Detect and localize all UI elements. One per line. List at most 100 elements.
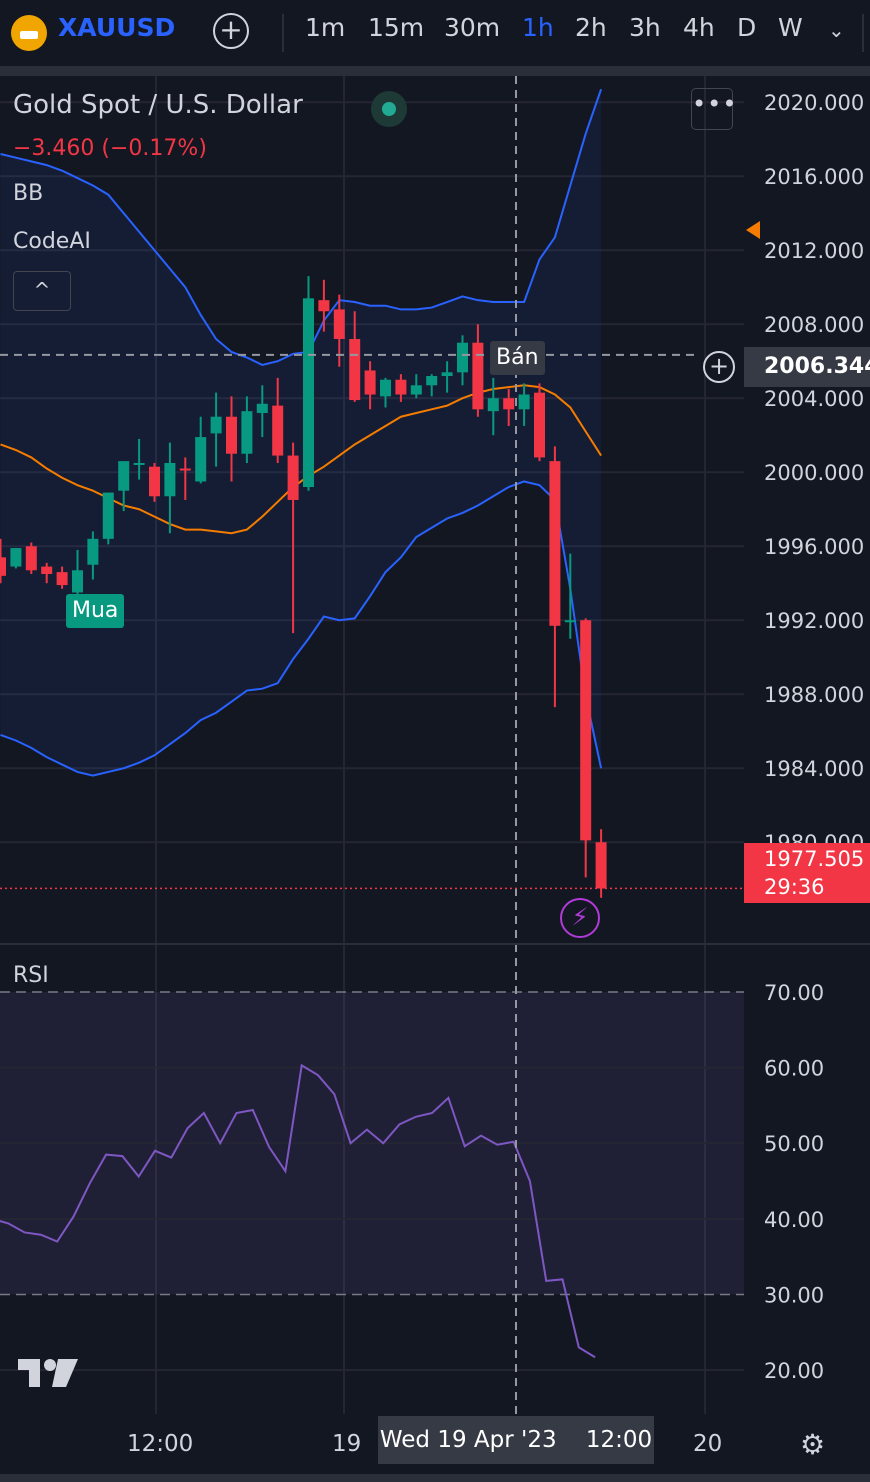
settings-gear-icon[interactable]: ⚙: [800, 1428, 826, 1461]
timeframe-d[interactable]: D: [737, 13, 757, 42]
last-price-value: 1977.505: [764, 847, 865, 871]
chevron-down-icon[interactable]: ⌄: [828, 18, 845, 42]
alert-marker-icon[interactable]: [746, 221, 760, 239]
gold-coin-icon[interactable]: [11, 15, 47, 51]
candle-body: [380, 379, 391, 397]
candle-body: [272, 405, 284, 456]
candle-body: [195, 437, 207, 482]
candle-body: [241, 411, 253, 454]
candle-body: [503, 398, 515, 410]
candle-body: [179, 468, 191, 471]
time-tick-1200: 12:00: [127, 1431, 194, 1457]
candle-body: [472, 342, 484, 410]
candle-body: [10, 548, 22, 567]
rsi-tick-label: 20.00: [764, 1359, 824, 1383]
market-status-icon[interactable]: [371, 91, 407, 127]
add-symbol-button[interactable]: +: [213, 13, 249, 49]
bollinger-bands: [0, 88, 603, 777]
timeframe-1m[interactable]: 1m: [305, 13, 346, 42]
candle-body: [149, 466, 160, 497]
candle-body: [441, 372, 453, 377]
candle-body: [164, 462, 176, 497]
tradingview-logo-icon[interactable]: [18, 1357, 82, 1389]
candle-body: [395, 379, 407, 395]
bottom-separator: [0, 1474, 870, 1482]
candle-body: [56, 572, 68, 586]
rsi-line: [0, 1063, 596, 1359]
add-price-alert-button[interactable]: +: [703, 351, 735, 383]
indicator-codeai-label[interactable]: CodeAI: [13, 229, 91, 254]
candle-body: [457, 342, 468, 373]
collapse-legend-button[interactable]: ^: [13, 271, 71, 311]
rsi-label[interactable]: RSI: [13, 963, 49, 988]
symbol-name[interactable]: XAUUSD: [58, 13, 176, 42]
candle-body: [487, 398, 499, 412]
candle-body: [0, 557, 6, 576]
candle-body: [102, 492, 114, 539]
candle-body: [72, 570, 83, 593]
candle-body: [303, 298, 314, 488]
bar-countdown: 29:36: [764, 875, 825, 899]
price-tick-label: 2012.000: [764, 239, 864, 263]
candle-body: [118, 461, 130, 491]
candle-body: [25, 546, 37, 571]
rsi-tick-label: 30.00: [764, 1283, 824, 1307]
candle-body: [318, 300, 330, 312]
price-tick-label: 1984.000: [764, 757, 864, 781]
toolbar-separator: [0, 66, 870, 76]
candle-body: [87, 538, 99, 565]
lightning-icon[interactable]: ⚡: [560, 898, 600, 938]
candle-body: [349, 339, 361, 401]
price-tick-label: 2004.000: [764, 387, 864, 411]
last-price-label: 1977.505 29:36: [744, 843, 870, 903]
timeframe-30m[interactable]: 30m: [444, 13, 501, 42]
bollinger-fill: [0, 89, 602, 776]
candle-body: [595, 842, 607, 889]
price-tick-label: 1992.000: [764, 609, 864, 633]
candle-body: [333, 309, 345, 340]
timeframe-4h[interactable]: 4h: [683, 13, 715, 42]
rsi-pane[interactable]: 70.00 60.00 50.00 40.00 30.00 20.00: [0, 944, 870, 1414]
price-chart[interactable]: 2020.000 2016.000 2012.000 2008.000 2004.000…: [0, 76, 870, 946]
rsi-tick-label: 40.00: [764, 1208, 824, 1232]
chart-title: Gold Spot / U.S. Dollar: [13, 90, 303, 120]
bb-basis-line: [0, 384, 602, 535]
price-tick-label: 2000.000: [764, 461, 864, 485]
toolbar-divider: [282, 14, 284, 52]
price-axis: 2020.000 2016.000 2012.000 2008.000 2004.000…: [764, 91, 864, 855]
timeframe-w[interactable]: W: [778, 13, 803, 42]
timeframe-15m[interactable]: 15m: [368, 13, 425, 42]
rsi-chart: 70.00 60.00 50.00 40.00 30.00 20.00: [0, 944, 870, 1414]
price-tick-label: 2008.000: [764, 313, 864, 337]
candle-body: [226, 416, 237, 454]
indicator-bb-label[interactable]: BB: [13, 181, 44, 206]
candle-body: [410, 385, 422, 395]
candle-body: [549, 461, 561, 626]
price-tick-label: 1988.000: [764, 683, 864, 707]
toolbar: XAUUSD + 1m 15m 30m 1h 2h 3h 4h D W ⌄: [0, 0, 870, 66]
candle-body: [256, 403, 268, 414]
price-tick-label: 2020.000: [764, 91, 864, 115]
timeframe-1h[interactable]: 1h: [522, 13, 554, 42]
toolbar-divider: [862, 14, 864, 52]
more-options-button[interactable]: •••: [691, 88, 736, 130]
candle-body: [534, 392, 545, 458]
crosshair-date: Wed 19 Apr '23: [379, 1427, 557, 1453]
rsi-tick-label: 60.00: [764, 1057, 824, 1081]
price-tick-label: 1996.000: [764, 535, 864, 559]
price-tick-label: 2016.000: [764, 165, 864, 189]
candle-body: [364, 370, 376, 395]
rsi-tick-label: 50.00: [764, 1132, 824, 1156]
candle-body: [580, 620, 592, 841]
price-change: −3.460 (−0.17%): [13, 136, 207, 161]
candle-body: [41, 566, 53, 574]
rsi-tick-label: 70.00: [764, 981, 824, 1005]
timeframe-2h[interactable]: 2h: [575, 13, 607, 42]
crosshair-time-label: Wed 19 Apr '23 12:00: [378, 1416, 654, 1464]
bb-upper-line: [0, 88, 603, 366]
candles: [0, 276, 607, 898]
timeframe-3h[interactable]: 3h: [629, 13, 661, 42]
time-tick-19: 19: [332, 1431, 362, 1457]
crosshair-time: 12:00: [585, 1427, 653, 1453]
candle-body: [133, 462, 145, 465]
